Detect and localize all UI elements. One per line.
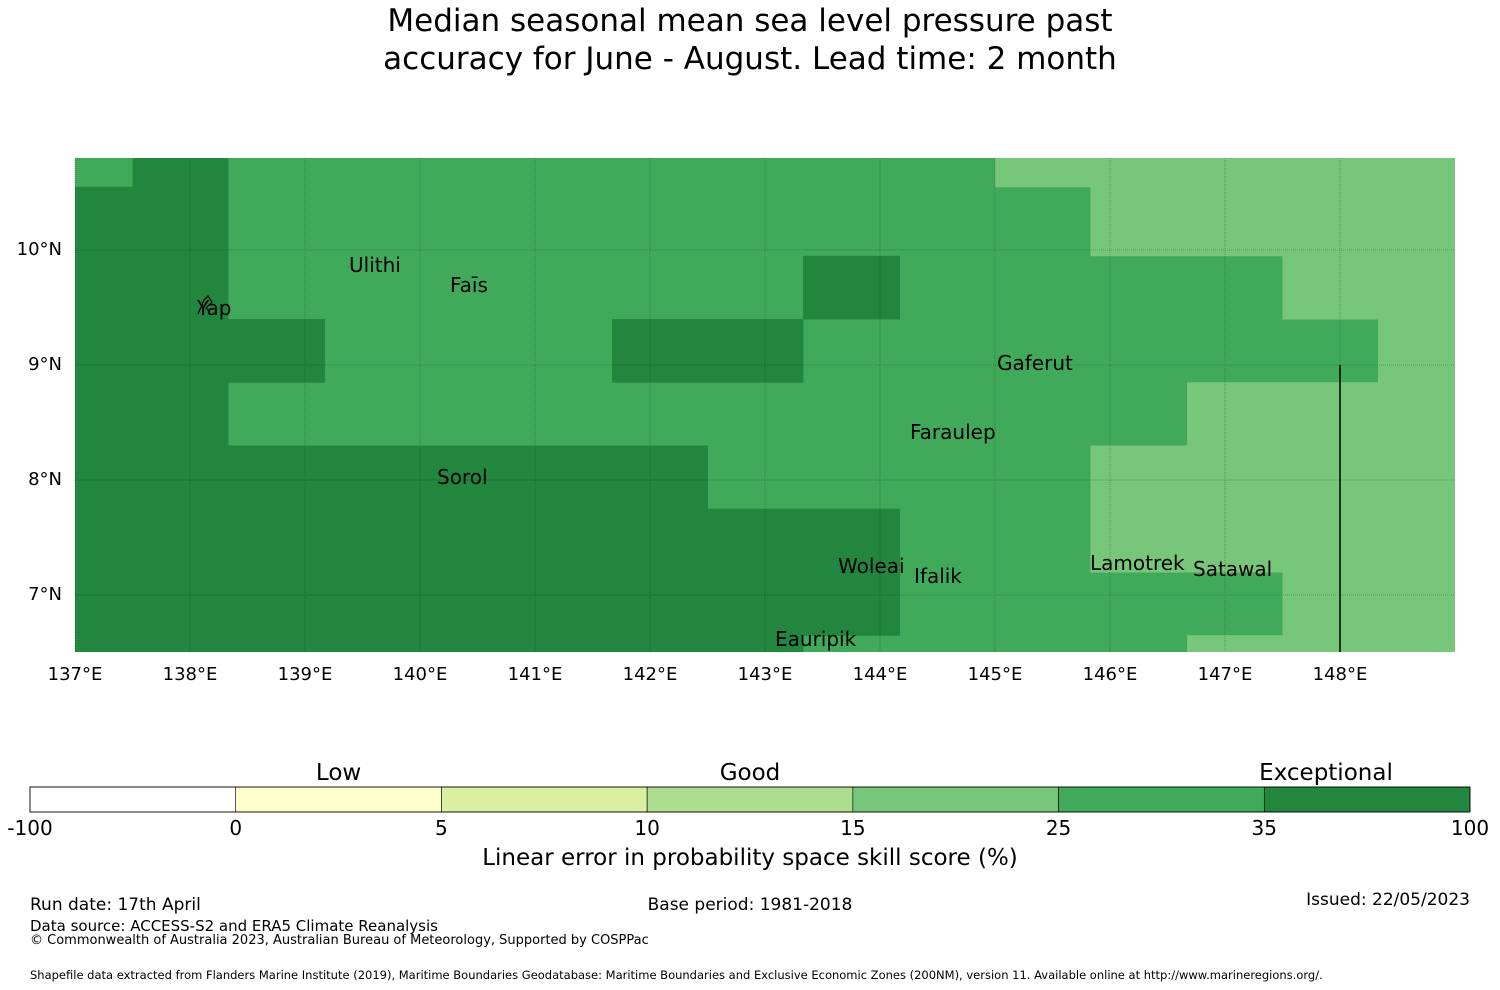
- grid-cell: [1282, 255, 1455, 320]
- place-label: Satawal: [1193, 557, 1273, 581]
- grid-cell: [1377, 319, 1455, 383]
- grid-cell: [995, 158, 1455, 188]
- colorbar-tick-label: 10: [634, 816, 660, 840]
- place-label: Faīs: [450, 273, 488, 297]
- skill-grid: [75, 158, 1455, 652]
- grid-cell: [707, 635, 804, 652]
- shapefile-credit: Shapefile data extracted from Flanders M…: [30, 968, 1323, 982]
- colorbar-tick-label: 35: [1251, 816, 1277, 840]
- place-label: Ulithi: [349, 253, 401, 277]
- place-label: Lamotrek: [1090, 551, 1185, 575]
- longitude-tick-label: 140°E: [392, 664, 448, 685]
- place-label: Sorol: [437, 465, 488, 489]
- grid-cell: [132, 158, 229, 652]
- colorbar-bin: [235, 786, 442, 813]
- place-label: Ifalik: [914, 564, 962, 588]
- longitude-tick-label: 145°E: [967, 664, 1023, 685]
- copyright: © Commonwealth of Australia 2023, Austra…: [30, 933, 649, 948]
- latitude-tick-label: 9°N: [28, 354, 62, 375]
- grid-cell: [1187, 382, 1455, 446]
- colorbar-bin: [1058, 786, 1265, 813]
- grid-cell: [515, 445, 708, 652]
- grid-cell: [324, 508, 516, 652]
- grid-cell: [227, 319, 326, 383]
- latitude-tick-label: 8°N: [28, 469, 62, 490]
- place-label: Yap: [197, 296, 232, 320]
- longitude-tick-label: 148°E: [1312, 664, 1368, 685]
- longitude-tick-label: 143°E: [737, 664, 793, 685]
- place-label: Eauripik: [775, 627, 857, 651]
- longitude-tick-label: 144°E: [852, 664, 908, 685]
- latitude-tick-label: 10°N: [16, 239, 62, 260]
- place-label: Faraulep: [910, 420, 996, 444]
- colorbar-category-label: Exceptional: [1259, 760, 1393, 786]
- yap-island-outline: [197, 295, 213, 315]
- latitude-tick-label: 7°N: [28, 584, 62, 605]
- longitude-tick-label: 139°E: [277, 664, 333, 685]
- colorbar-bin: [29, 786, 237, 813]
- run-date: Run date: 17th April: [30, 895, 201, 915]
- grid-cell: [1090, 445, 1455, 573]
- colorbar-bin: [852, 786, 1059, 813]
- grid-cell: [612, 319, 804, 383]
- title-line-1: Median seasonal mean sea level pressure …: [387, 3, 1113, 39]
- colorbar-tick-label: 5: [435, 816, 448, 840]
- grid-cell: [802, 255, 901, 320]
- colorbar-category-label: Good: [719, 760, 781, 786]
- longitude-tick-label: 137°E: [47, 664, 103, 685]
- grid-cell: [707, 508, 901, 636]
- place-label: Woleai: [838, 554, 905, 578]
- colorbar-bin: [646, 786, 854, 813]
- grid-cell: [1187, 635, 1283, 652]
- grid-cell: [1090, 186, 1455, 257]
- colorbar-tick-label: 15: [840, 816, 866, 840]
- colorbar-tick-label: 100: [1450, 816, 1490, 840]
- colorbar-title: Linear error in probability space skill …: [482, 845, 1018, 871]
- colorbar-category-label: Low: [315, 760, 362, 786]
- chart-title: Median seasonal mean sea level pressure …: [0, 2, 1500, 78]
- colorbar-bin: [1263, 786, 1471, 813]
- grid-cell: [75, 186, 133, 652]
- longitude-tick-label: 146°E: [1082, 664, 1138, 685]
- issued-date: Issued: 22/05/2023: [1306, 890, 1470, 910]
- longitude-tick-label: 141°E: [507, 664, 563, 685]
- colorbar-bin: [441, 786, 648, 813]
- colorbar-outline: [29, 786, 1471, 813]
- data-source: Data source: ACCESS-S2 and ERA5 Climate …: [30, 917, 438, 935]
- base-period: Base period: 1981-2018: [647, 895, 853, 915]
- colorbar-tick-label: -100: [7, 816, 53, 840]
- longitude-tick-label: 142°E: [622, 664, 678, 685]
- longitude-tick-label: 147°E: [1197, 664, 1253, 685]
- title-line-2: accuracy for June - August. Lead time: 2…: [383, 41, 1117, 77]
- grid-cell: [1282, 572, 1455, 652]
- place-label: Gaferut: [997, 351, 1073, 375]
- longitude-tick-label: 138°E: [162, 664, 218, 685]
- colorbar-tick-label: 25: [1045, 816, 1072, 840]
- colorbar-tick-label: 0: [229, 816, 243, 840]
